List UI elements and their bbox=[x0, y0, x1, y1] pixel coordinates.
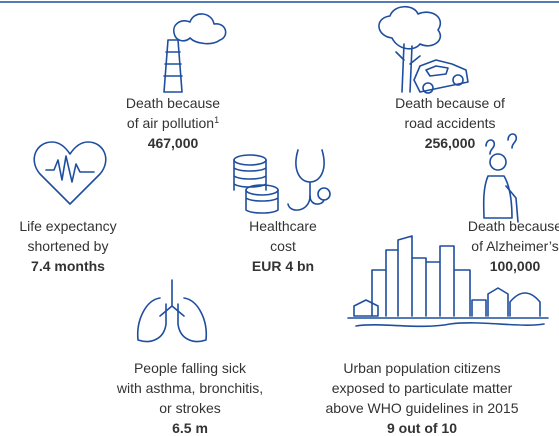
lungs-icon bbox=[136, 279, 208, 343]
label-line: Healthcare bbox=[249, 218, 317, 234]
stat-value: 6.5 m bbox=[172, 420, 208, 436]
stat-value: 100,000 bbox=[490, 258, 541, 274]
footnote-mark: 1 bbox=[214, 115, 219, 125]
city-icon bbox=[347, 235, 549, 328]
stat-value: 7.4 months bbox=[31, 258, 105, 274]
label-line: Urban population citizens bbox=[343, 360, 500, 376]
label-line: People falling sick bbox=[134, 360, 247, 376]
label-line: or strokes bbox=[159, 400, 220, 416]
label-line: above WHO guidelines in 2015 bbox=[325, 400, 518, 416]
label-line: Life expectancy bbox=[19, 218, 116, 234]
stat-value: 467,000 bbox=[148, 135, 199, 151]
label-line: Death because of bbox=[395, 95, 505, 111]
label-line: Death because bbox=[468, 218, 559, 234]
healthcare-icon bbox=[233, 149, 331, 214]
stat-value: 256,000 bbox=[425, 135, 476, 151]
label-line: of Alzheimer’s bbox=[471, 238, 558, 254]
label-line: shortened by bbox=[28, 238, 109, 254]
label-line: of air pollution1 bbox=[127, 115, 219, 131]
stat-value: EUR 4 bn bbox=[252, 258, 314, 274]
factory-icon bbox=[163, 13, 227, 93]
label-line: Death because bbox=[126, 95, 220, 111]
alzheimer-icon bbox=[482, 133, 519, 223]
label-line: road accidents bbox=[404, 115, 495, 131]
stat-value: 9 out of 10 bbox=[387, 420, 457, 436]
label-line: cost bbox=[270, 238, 296, 254]
heart-icon bbox=[33, 141, 107, 205]
label-line: exposed to particulate matter bbox=[332, 380, 513, 396]
label-text: of air pollution bbox=[127, 115, 214, 131]
accident-icon bbox=[378, 5, 469, 94]
label-line: with asthma, bronchitis, bbox=[116, 380, 263, 396]
